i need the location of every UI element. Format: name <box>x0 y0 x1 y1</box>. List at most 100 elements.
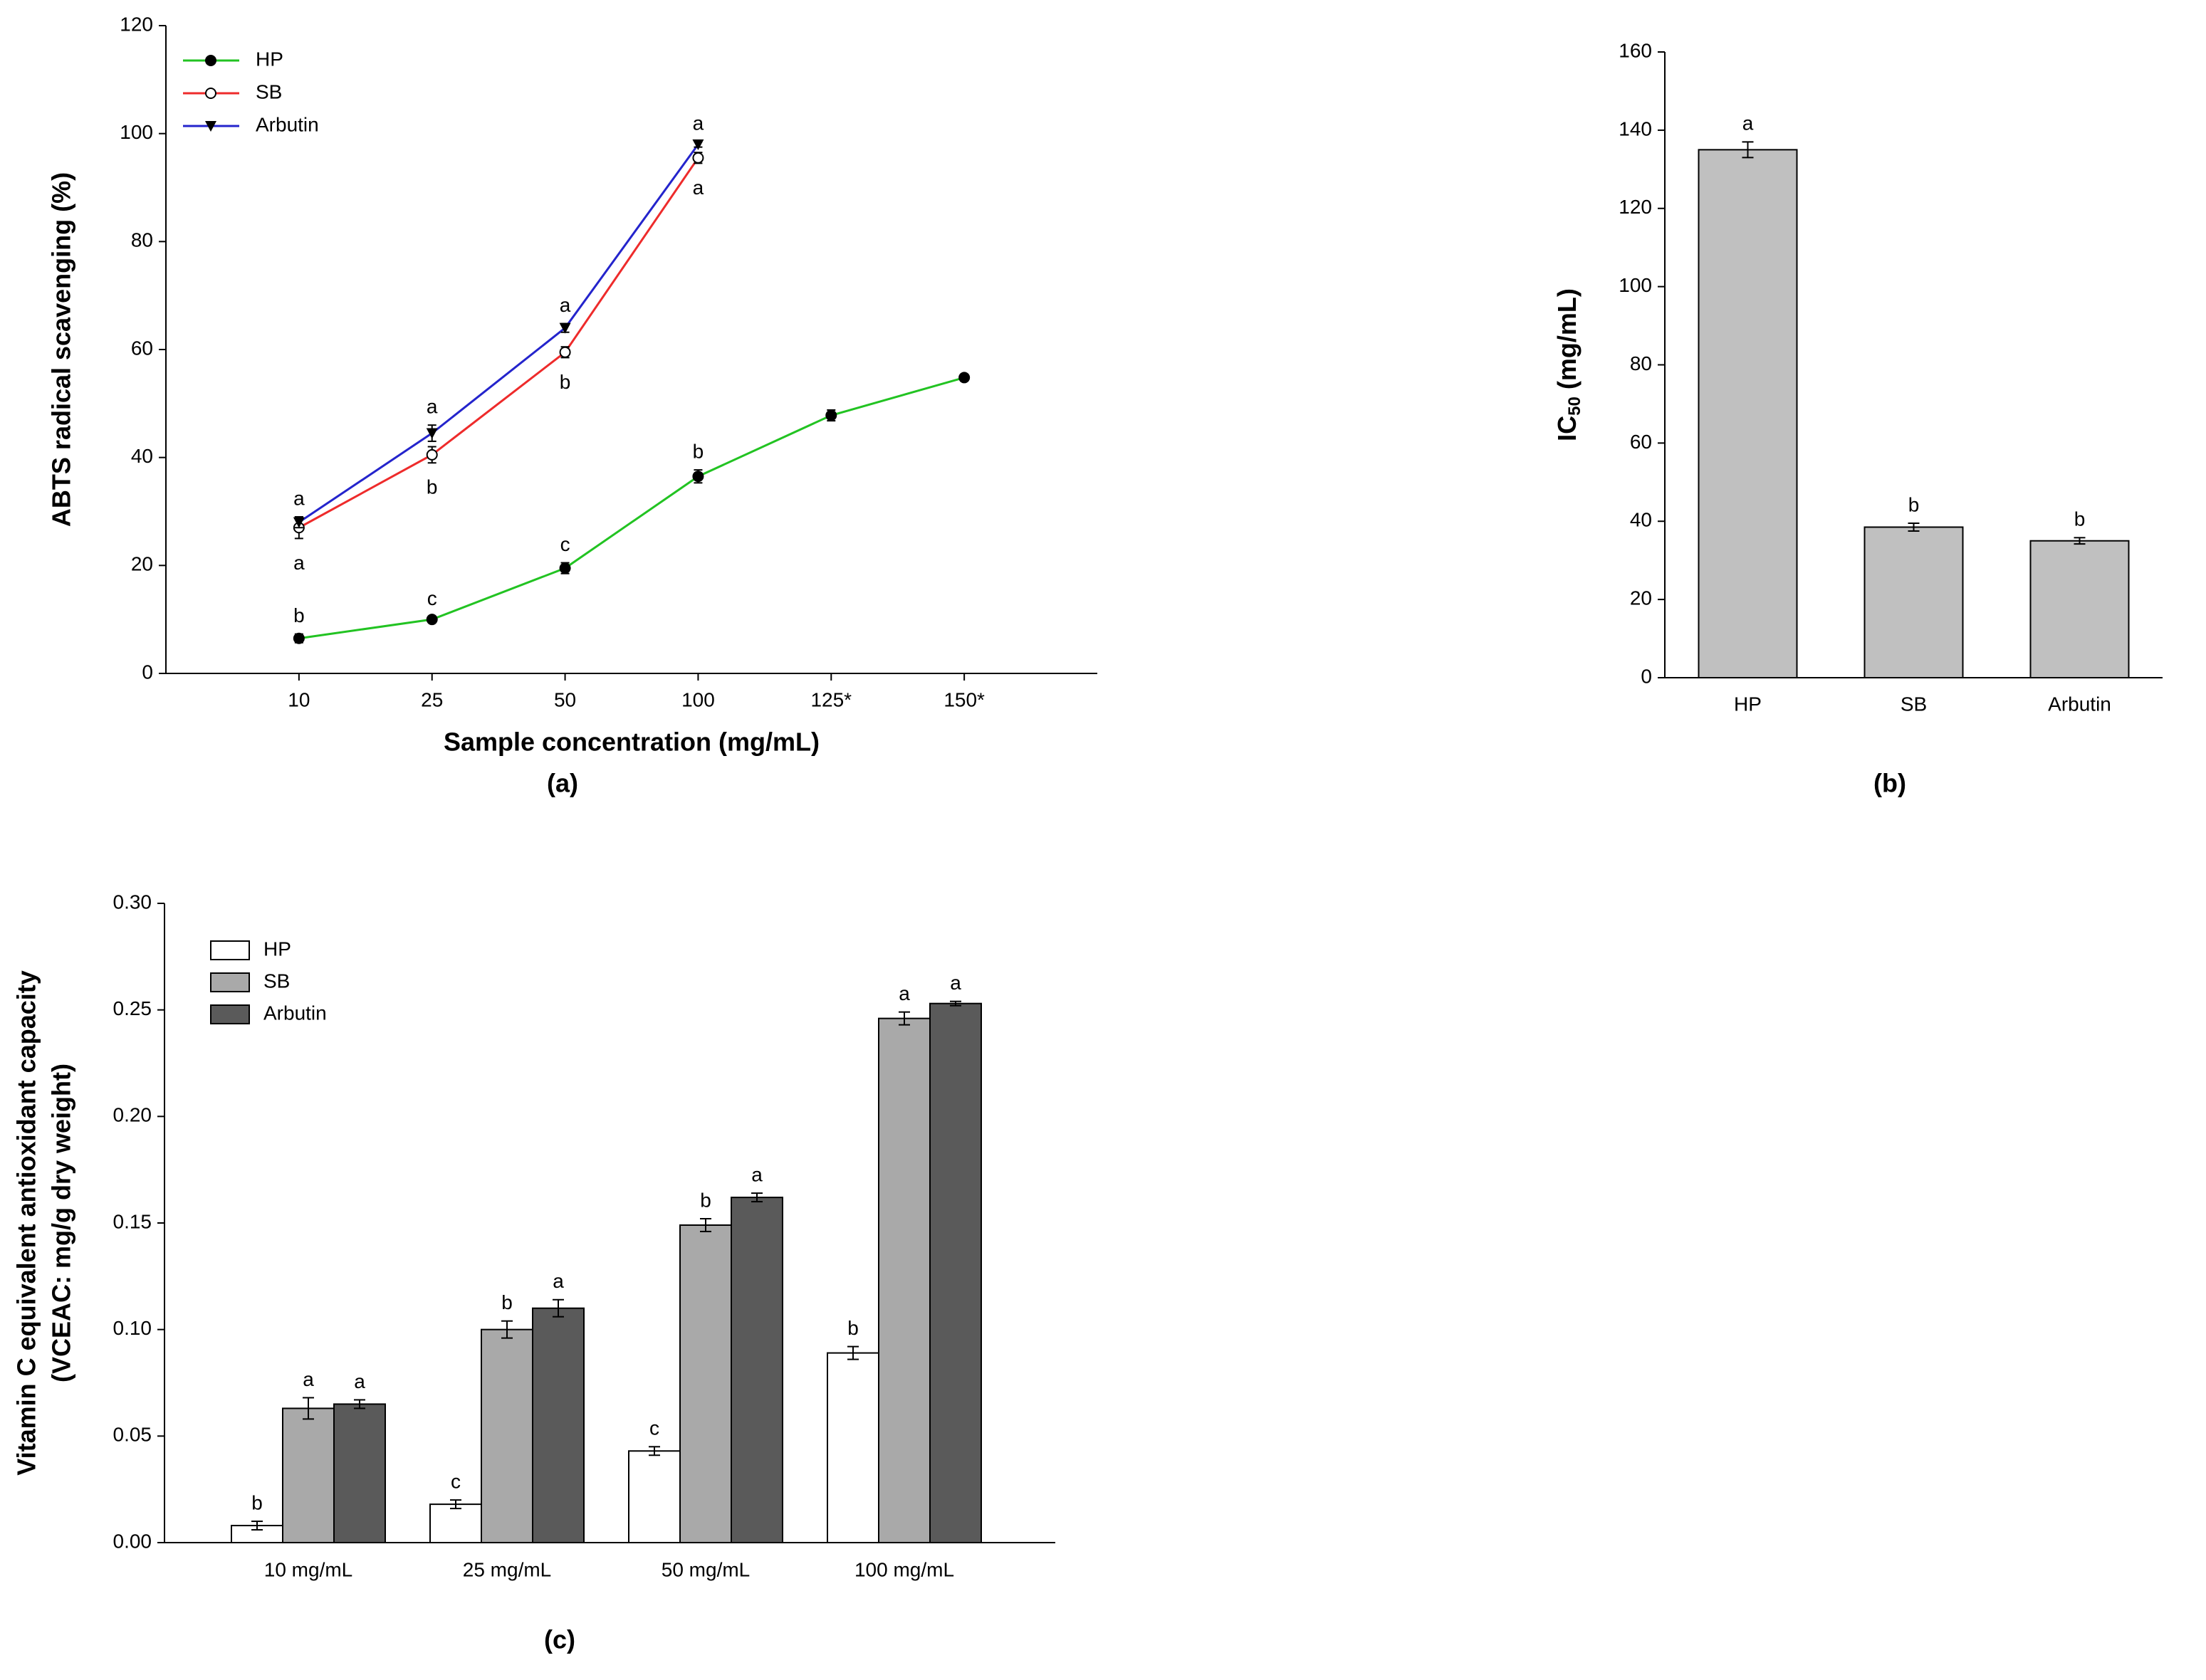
marker <box>205 88 216 99</box>
x-tick-label: 25 mg/mL <box>463 1558 552 1580</box>
legend-label: HP <box>263 938 291 960</box>
error-bar <box>1742 141 1754 159</box>
y-axis-title: Vitamin C equivalent antioxidant capacit… <box>12 970 41 1476</box>
y-tick-label: 0.30 <box>113 891 152 913</box>
error-bar <box>251 1521 263 1531</box>
significance-letter: a <box>693 112 704 134</box>
x-axis-title: Sample concentration (mg/mL) <box>444 728 820 757</box>
error-bar <box>950 1000 961 1007</box>
y-tick-label: 60 <box>1630 431 1652 453</box>
significance-letter: b <box>847 1317 859 1339</box>
significance-letter: c <box>451 1471 461 1493</box>
significance-letter: b <box>2074 508 2086 530</box>
significance-letter: c <box>649 1417 659 1439</box>
marker <box>692 152 704 164</box>
legend-label: SB <box>263 970 290 992</box>
x-tick-label: 150* <box>943 688 985 710</box>
marker <box>559 322 571 334</box>
legend-swatch <box>210 1004 250 1024</box>
significance-letter: a <box>293 552 305 574</box>
y-tick-label: 0.00 <box>113 1530 152 1552</box>
error-bar <box>553 1298 564 1318</box>
significance-letter: b <box>501 1291 513 1313</box>
y-tick-label: 120 <box>1619 196 1652 218</box>
y-tick-label: 0 <box>1641 665 1652 687</box>
bar <box>282 1407 335 1544</box>
x-tick-label: 50 <box>554 688 576 710</box>
y-tick-label: 0.10 <box>113 1317 152 1339</box>
y-tick-label: 0 <box>142 661 153 683</box>
bar <box>731 1197 783 1543</box>
error-bar <box>303 1397 314 1420</box>
x-tick-label: 25 <box>421 688 443 710</box>
significance-letter: a <box>303 1368 314 1390</box>
significance-letter: b <box>251 1491 263 1513</box>
marker <box>205 121 216 132</box>
significance-letter: a <box>293 487 305 509</box>
y-axis-title-suffix: (mg/mL) <box>1552 288 1582 397</box>
significance-letter: a <box>354 1370 365 1392</box>
y-tick-label: 0.25 <box>113 997 152 1019</box>
y-tick-label: 80 <box>1630 352 1652 374</box>
y-tick-label: 140 <box>1619 117 1652 140</box>
error-bar <box>649 1446 660 1456</box>
marker <box>426 448 438 461</box>
y-axis-title: (VCEAC: mg/g dry weight) <box>47 1064 76 1382</box>
marker <box>692 139 704 150</box>
error-bar <box>450 1499 461 1510</box>
legend-label: Arbutin <box>263 1002 327 1024</box>
marker <box>426 614 438 626</box>
significance-letter: a <box>950 972 961 994</box>
y-tick-label: 0.05 <box>113 1424 152 1446</box>
series-line <box>298 157 699 529</box>
significance-letter: b <box>700 1189 711 1211</box>
bar <box>481 1328 533 1543</box>
bar <box>628 1450 681 1543</box>
bar <box>679 1224 732 1543</box>
y-tick-label: 20 <box>131 553 153 575</box>
error-bar <box>354 1399 365 1409</box>
y-tick-label: 60 <box>131 337 153 359</box>
bar <box>1863 526 1964 678</box>
y-tick-label: 0.20 <box>113 1104 152 1126</box>
significance-letter: a <box>1742 112 1754 135</box>
y-tick-label: 40 <box>131 445 153 467</box>
series-line <box>298 143 699 523</box>
marker <box>559 346 571 358</box>
error-bar <box>899 1011 910 1026</box>
legend-swatch <box>210 940 250 960</box>
significance-letter: b <box>693 440 704 462</box>
significance-letter: a <box>427 396 438 418</box>
marker <box>692 471 704 483</box>
marker <box>205 55 216 66</box>
y-tick-label: 20 <box>1630 587 1652 609</box>
y-tick-label: 0.15 <box>113 1210 152 1232</box>
x-tick-label: 100 mg/mL <box>854 1558 954 1580</box>
panel-label: (b) <box>1873 769 1906 798</box>
significance-letter: a <box>751 1163 763 1185</box>
y-axis-title: IC50 (mg/mL) <box>1552 288 1585 441</box>
significance-letter: a <box>553 1270 564 1292</box>
legend-label: Arbutin <box>256 113 319 135</box>
y-axis-title: ABTS radical scavenging (%) <box>47 172 76 527</box>
bar <box>929 1002 982 1543</box>
bar <box>429 1503 482 1544</box>
y-tick-label: 160 <box>1619 39 1652 61</box>
x-tick-label: 125* <box>810 688 852 710</box>
x-tick-label: Arbutin <box>2048 693 2111 715</box>
bar <box>1698 149 1798 678</box>
x-tick-label: 10 mg/mL <box>264 1558 353 1580</box>
y-axis-title-text: IC <box>1552 416 1582 441</box>
y-tick-label: 100 <box>1619 274 1652 296</box>
y-tick-label: 100 <box>120 121 153 143</box>
significance-letter: b <box>293 604 305 626</box>
marker <box>825 409 837 421</box>
legend-swatch <box>210 972 250 992</box>
significance-letter: b <box>427 476 438 498</box>
error-bar <box>751 1192 763 1203</box>
panel-label: (c) <box>544 1625 575 1654</box>
error-bar <box>1908 522 1920 532</box>
bar <box>878 1017 931 1543</box>
